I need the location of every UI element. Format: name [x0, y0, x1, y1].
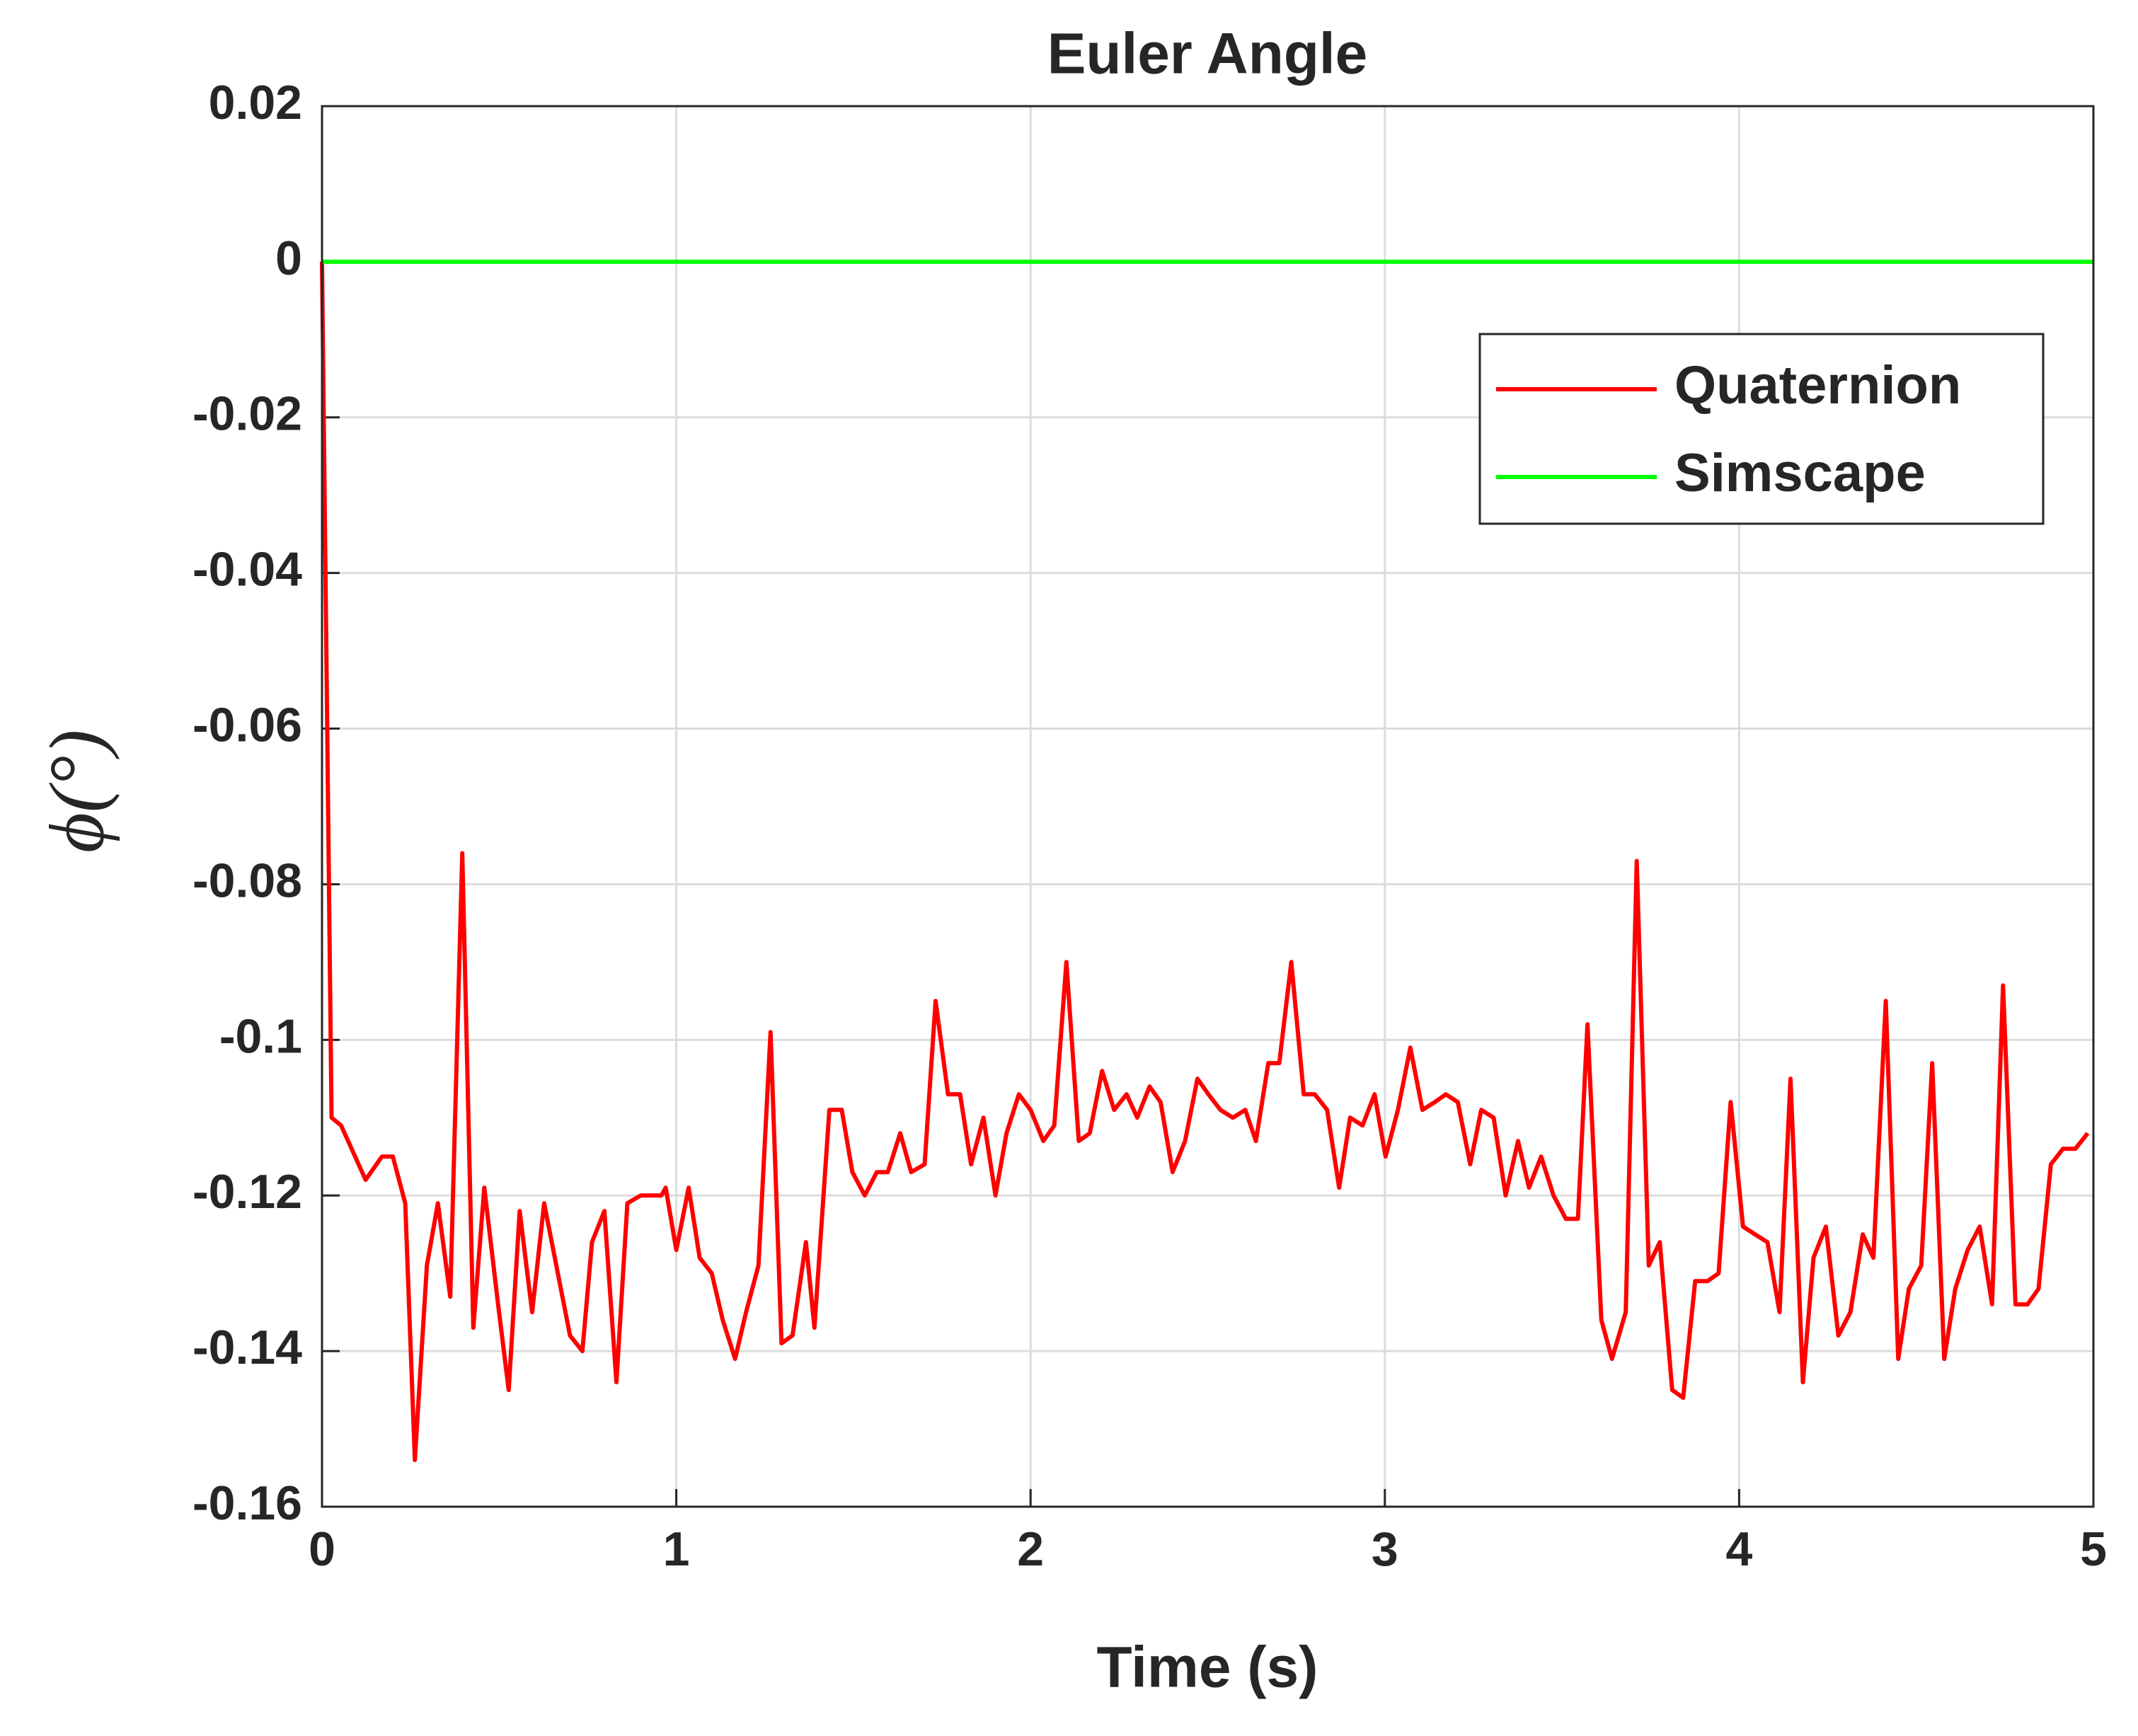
x-tick-label: 3: [1372, 1522, 1398, 1576]
y-tick-label: 0.02: [209, 76, 302, 130]
y-tick-label: -0.08: [192, 853, 302, 907]
legend-label: Simscape: [1674, 443, 1926, 503]
y-tick-label: -0.1: [219, 1009, 302, 1063]
y-axis-label: ϕ(°): [33, 730, 120, 853]
x-tick-label: 5: [2080, 1522, 2107, 1576]
y-tick-label: -0.12: [192, 1165, 302, 1219]
x-tick-label: 0: [309, 1522, 335, 1576]
y-tick-label: 0: [275, 231, 302, 285]
y-tick-label: -0.06: [192, 699, 302, 752]
legend-label: Quaternion: [1674, 355, 1961, 415]
x-axis-label: Time (s): [1097, 1636, 1318, 1700]
legend: Quaternion Simscape: [1480, 334, 2043, 524]
x-tick-label: 1: [663, 1522, 690, 1576]
chart-title: Euler Angle: [1047, 22, 1368, 86]
y-tick-label: -0.04: [192, 543, 302, 597]
x-tick-label: 2: [1017, 1522, 1044, 1576]
y-tick-label: -0.16: [192, 1476, 302, 1530]
x-tick-label: 4: [1725, 1522, 1752, 1576]
y-tick-label: -0.14: [192, 1321, 302, 1374]
y-tick-label: -0.02: [192, 387, 302, 441]
